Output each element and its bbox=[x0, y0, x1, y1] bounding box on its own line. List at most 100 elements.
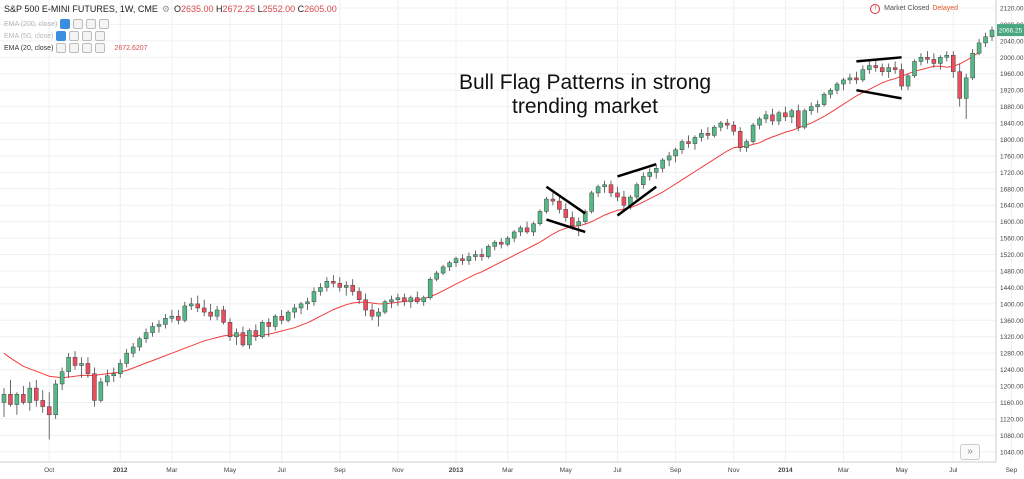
close-icon[interactable] bbox=[82, 31, 93, 41]
open-value: 2635.00 bbox=[180, 4, 214, 14]
y-tick-label: 1240.00 bbox=[1000, 367, 1024, 374]
candle-body bbox=[673, 149, 678, 157]
visibility-icon[interactable] bbox=[56, 43, 67, 53]
candle-body bbox=[247, 330, 252, 346]
candle-body bbox=[763, 114, 769, 120]
candle bbox=[111, 367, 117, 382]
candle bbox=[912, 59, 917, 78]
x-tick-label: May bbox=[224, 467, 237, 474]
indicator-row-ema200[interactable]: EMA (200, close) bbox=[4, 19, 110, 29]
low-value: 2552.00 bbox=[262, 4, 296, 14]
close-icon[interactable] bbox=[82, 43, 93, 53]
candle-body bbox=[873, 65, 879, 68]
more-icon[interactable] bbox=[95, 43, 106, 53]
candle bbox=[105, 369, 110, 387]
candle-body bbox=[544, 198, 549, 212]
candle-body bbox=[867, 65, 872, 70]
candle bbox=[531, 221, 536, 237]
settings-icon[interactable] bbox=[69, 31, 80, 41]
candle-body bbox=[563, 209, 569, 218]
candle-body bbox=[892, 67, 898, 70]
candle-body bbox=[253, 330, 259, 337]
candle-body bbox=[589, 192, 594, 212]
candle-body bbox=[79, 363, 84, 366]
open-label: O bbox=[173, 4, 181, 14]
candle-body bbox=[925, 57, 930, 60]
candle-body bbox=[447, 262, 452, 268]
settings-icon[interactable] bbox=[73, 19, 84, 29]
candle-body bbox=[27, 387, 33, 403]
candle bbox=[957, 63, 962, 107]
candle-body bbox=[227, 322, 233, 337]
settings-icon[interactable]: ⚙ bbox=[161, 3, 170, 14]
candle bbox=[666, 151, 672, 167]
indicator-row-ema20[interactable]: EMA (20, close) 2672.6207 bbox=[4, 43, 148, 53]
visibility-icon[interactable] bbox=[56, 31, 67, 41]
candle-body bbox=[511, 231, 517, 239]
double-chevron-right-icon[interactable]: » bbox=[960, 444, 980, 460]
candle-body bbox=[46, 406, 52, 416]
candle-body bbox=[402, 297, 407, 303]
candle-body bbox=[434, 272, 439, 280]
candle-body bbox=[789, 110, 795, 118]
y-tick-label: 1760.00 bbox=[1000, 153, 1024, 160]
candle bbox=[873, 59, 879, 72]
candle bbox=[369, 303, 375, 321]
y-tick-label: 1360.00 bbox=[1000, 318, 1024, 325]
y-tick-label: 1560.00 bbox=[1000, 236, 1024, 243]
candle-body bbox=[860, 69, 866, 81]
candle bbox=[79, 357, 84, 378]
ema-20-line bbox=[3, 51, 980, 379]
indicator-row-ema50[interactable]: EMA (50, close) bbox=[4, 31, 106, 41]
close-icon[interactable] bbox=[86, 19, 97, 29]
candle bbox=[253, 324, 259, 341]
candle bbox=[673, 147, 678, 163]
candle-body bbox=[718, 122, 724, 128]
candle-body bbox=[343, 285, 349, 288]
candle bbox=[214, 305, 220, 321]
candle bbox=[40, 390, 45, 413]
candle-body bbox=[608, 184, 614, 194]
x-tick-label: Sep bbox=[670, 467, 682, 474]
candle bbox=[699, 129, 704, 142]
candle-body bbox=[666, 155, 672, 161]
candle bbox=[453, 256, 459, 267]
candle bbox=[479, 248, 485, 261]
candle bbox=[847, 73, 853, 85]
candle bbox=[783, 106, 788, 121]
more-icon[interactable] bbox=[99, 19, 110, 29]
candle-body bbox=[382, 301, 388, 313]
candle-body bbox=[692, 137, 698, 144]
candle bbox=[247, 328, 252, 350]
more-icon[interactable] bbox=[95, 31, 106, 41]
candle bbox=[925, 51, 930, 64]
candle-body bbox=[828, 89, 833, 95]
y-tick-label: 1400.00 bbox=[1000, 301, 1024, 308]
candle-body bbox=[808, 106, 814, 111]
candle-body bbox=[602, 184, 607, 187]
candle bbox=[963, 73, 969, 119]
flag-lower-line bbox=[616, 185, 657, 217]
candle bbox=[582, 209, 588, 224]
candle bbox=[789, 108, 795, 124]
symbol-title[interactable]: S&P 500 E-MINI FUTURES, 1W, CME bbox=[4, 4, 158, 14]
candle-body bbox=[641, 176, 646, 185]
candle bbox=[66, 353, 71, 378]
candle-body bbox=[550, 198, 556, 202]
candle bbox=[647, 168, 653, 181]
y-tick-label: 1880.00 bbox=[1000, 104, 1024, 111]
candle bbox=[305, 297, 310, 311]
candle-body bbox=[524, 227, 530, 233]
candle bbox=[589, 190, 594, 214]
candle-body bbox=[369, 309, 375, 317]
settings-icon[interactable] bbox=[69, 43, 80, 53]
x-tick-label: 2014 bbox=[778, 467, 793, 474]
candle-body bbox=[731, 124, 736, 132]
candle bbox=[8, 379, 13, 407]
candle-body bbox=[318, 287, 323, 292]
candle-body bbox=[356, 291, 362, 300]
y-tick-label: 1720.00 bbox=[1000, 170, 1024, 177]
candle-body bbox=[505, 237, 510, 245]
visibility-icon[interactable] bbox=[60, 19, 71, 29]
